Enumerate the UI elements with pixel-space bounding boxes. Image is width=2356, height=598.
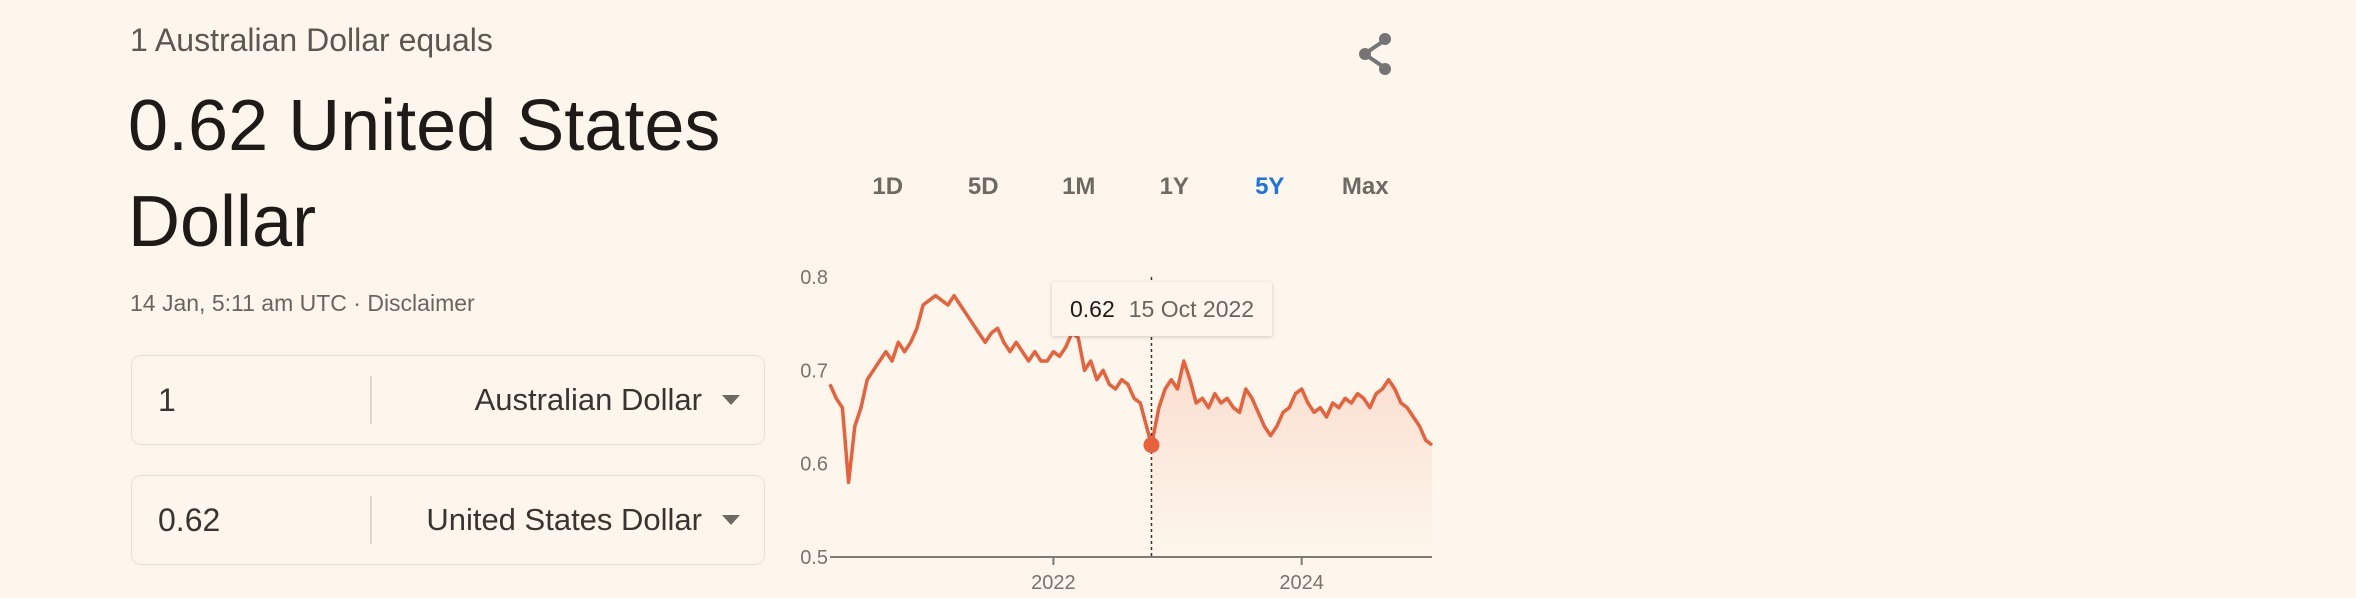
tab-1y[interactable]: 1Y (1159, 173, 1189, 200)
chart-tooltip: 0.62 15 Oct 2022 (1052, 282, 1273, 336)
from-currency-select[interactable]: Australian Dollar (475, 356, 740, 444)
area-shading (1151, 361, 1432, 557)
highlight-point (1143, 437, 1160, 453)
from-amount-input[interactable]: 1 (158, 382, 176, 418)
tooltip-date: 15 Oct 2022 (1128, 295, 1255, 322)
tooltip-value: 0.62 (1070, 295, 1115, 322)
from-currency-row: 1 Australian Dollar (131, 355, 765, 445)
divider (370, 376, 372, 424)
range-tabs: 1D 5D 1M 1Y 5Y Max (840, 165, 1413, 209)
tab-5y[interactable]: 5Y (1255, 173, 1285, 200)
divider (370, 496, 372, 544)
share-icon[interactable] (1352, 30, 1400, 78)
tab-1d[interactable]: 1D (872, 173, 904, 200)
to-currency-label: United States Dollar (426, 502, 702, 537)
tab-5d[interactable]: 5D (967, 173, 999, 200)
y-tick-label: 0.6 (800, 454, 828, 476)
to-currency-row: 0.62 United States Dollar (131, 475, 765, 565)
chevron-down-icon (722, 395, 740, 405)
y-tick-label: 0.8 (800, 267, 828, 289)
y-tick-label: 0.7 (800, 360, 828, 382)
timestamp-disclaimer[interactable]: 14 Jan, 5:11 am UTC · Disclaimer (130, 290, 475, 316)
tab-max[interactable]: Max (1341, 173, 1389, 200)
tab-1m[interactable]: 1M (1062, 173, 1096, 200)
conversion-result: 0.62 United States Dollar (128, 86, 721, 262)
series-line (828, 293, 1434, 485)
x-tick-label: 2022 (1031, 572, 1076, 594)
y-tick-label: 0.5 (800, 547, 828, 569)
x-tick-label: 2024 (1279, 572, 1324, 594)
to-currency-select[interactable]: United States Dollar (426, 476, 740, 564)
to-amount-input[interactable]: 0.62 (158, 502, 221, 538)
chevron-down-icon (722, 515, 740, 525)
from-currency-label: Australian Dollar (474, 382, 702, 417)
conversion-subtitle: 1 Australian Dollar equals (130, 22, 493, 58)
exchange-rate-chart[interactable]: 0.8 0.7 0.6 0.5 2022 2024 (780, 250, 1440, 598)
